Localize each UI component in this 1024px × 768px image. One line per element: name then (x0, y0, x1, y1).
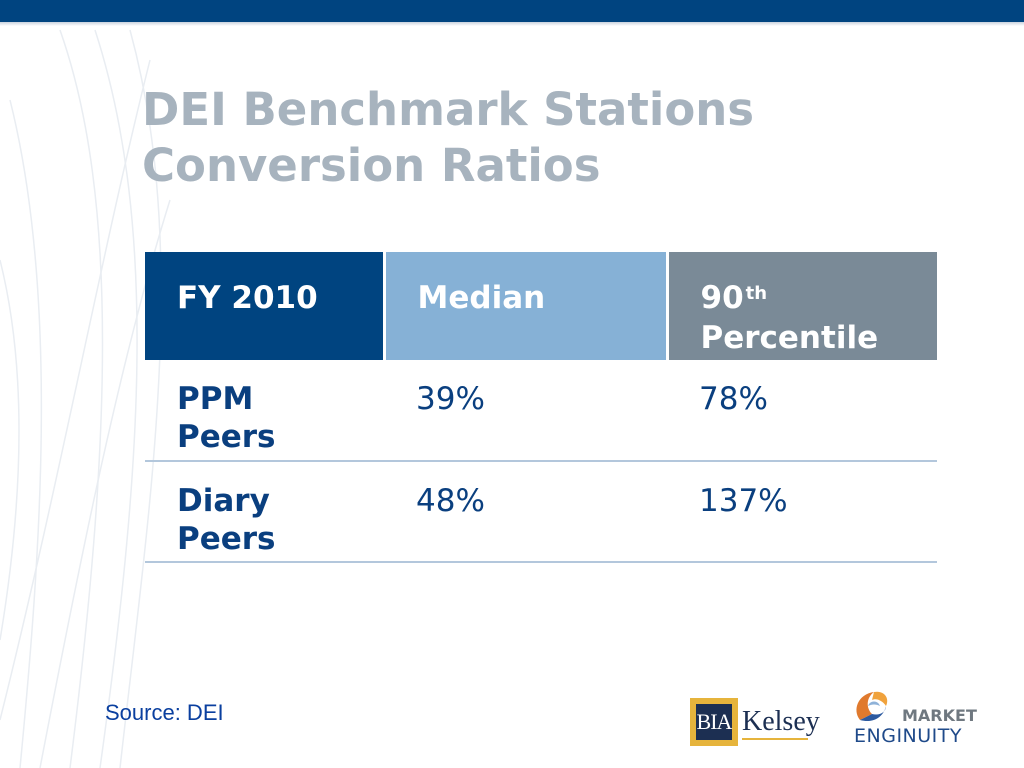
source-note: Source: DEI (105, 700, 224, 725)
top-bar-shadow (0, 22, 1024, 26)
table-row: PPM Peers 39% 78% (145, 360, 937, 462)
row-label-diary-peers: Diary Peers (145, 461, 384, 563)
row-label-ppm-peers: PPM Peers (145, 360, 384, 462)
bia-logo-box: BIA (690, 698, 738, 746)
market-enginuity-logo: MARKET ENGINUITY (850, 686, 1000, 748)
slide-title: DEI Benchmark Stations Conversion Ratios (142, 82, 962, 194)
cell-ppm-median: 39% (384, 360, 667, 462)
header-percentile-word: Percentile (700, 320, 879, 356)
header-median: Median (384, 252, 669, 360)
kelsey-logo-text: Kelsey (742, 706, 820, 737)
cell-diary-median: 48% (384, 461, 667, 563)
slide-title-line-1: DEI Benchmark Stations (142, 83, 755, 136)
table-row: Diary Peers 48% 137% (145, 461, 937, 563)
swirl-logo-icon (856, 691, 888, 722)
slide-title-line-2: Conversion Ratios (142, 139, 601, 192)
cell-ppm-90th: 78% (667, 360, 937, 462)
cell-diary-90th: 137% (667, 461, 937, 563)
header-percentile-suffix: th (745, 283, 768, 304)
enginuity-logo-text: ENGINUITY (854, 725, 962, 747)
top-bar (0, 0, 1024, 22)
kelsey-underline (742, 738, 808, 740)
bia-kelsey-logo: BIA Kelsey (690, 698, 820, 746)
header-median-label: Median (417, 280, 546, 316)
bia-logo-text: BIA (696, 704, 732, 740)
header-fy-2010: FY 2010 (145, 252, 386, 360)
market-logo-text: MARKET (902, 706, 977, 725)
header-percentile-number: 90 (700, 280, 744, 316)
header-fy-2010-label: FY 2010 (177, 280, 318, 316)
